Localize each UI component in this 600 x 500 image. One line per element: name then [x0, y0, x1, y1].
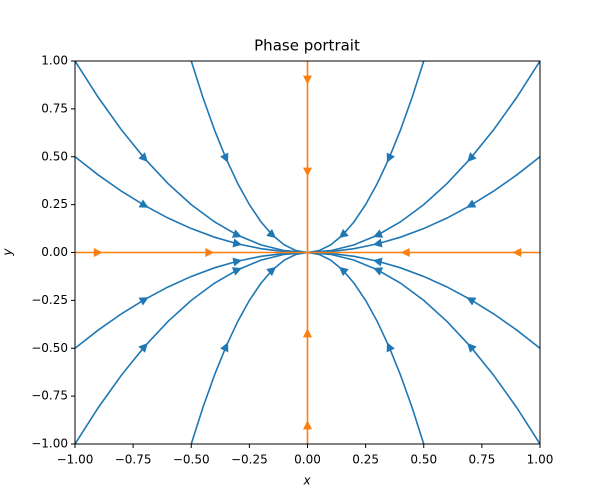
arrow	[467, 152, 477, 162]
arrow	[372, 257, 383, 267]
arrow	[373, 229, 384, 238]
y-tick-label: −1.00	[31, 437, 68, 451]
y-tick-label: 0.00	[41, 245, 68, 259]
arrow	[338, 228, 349, 239]
y-tick-label: −0.50	[31, 341, 68, 355]
arrow	[138, 343, 148, 353]
arrow	[386, 152, 395, 163]
x-tick-label: 0.00	[294, 453, 321, 467]
arrow	[467, 343, 477, 353]
arrow	[138, 199, 149, 208]
arrow	[466, 297, 477, 306]
arrow	[512, 248, 522, 257]
arrow	[93, 248, 103, 257]
y-tick-label: 0.50	[41, 149, 68, 163]
arrow	[373, 267, 384, 276]
y-tick-label: −0.75	[31, 389, 68, 403]
arrow	[138, 297, 149, 306]
x-tick-label: −0.75	[115, 453, 152, 467]
arrow	[372, 238, 383, 248]
y-tick-label: 0.25	[41, 197, 68, 211]
chart-title: Phase portrait	[254, 37, 360, 55]
arrow	[303, 420, 312, 430]
y-tick-label: 0.75	[41, 101, 68, 115]
x-axis-label: x	[302, 474, 311, 488]
arrow	[266, 266, 277, 277]
arrow	[303, 167, 312, 177]
x-tick-label: 1.00	[527, 453, 554, 467]
arrow	[220, 152, 229, 163]
y-tick-label: −0.25	[31, 293, 68, 307]
arrow	[232, 238, 243, 248]
x-tick-label: 0.75	[469, 453, 496, 467]
arrow	[231, 267, 242, 276]
arrow	[303, 328, 312, 338]
x-tick-label: 0.25	[352, 453, 379, 467]
arrow	[266, 228, 277, 239]
arrow	[303, 75, 312, 85]
arrow	[231, 229, 242, 238]
y-tick-label: 1.00	[41, 54, 68, 68]
x-tick-label: −0.50	[173, 453, 210, 467]
arrow	[220, 342, 229, 353]
arrow	[400, 248, 410, 257]
x-tick-label: −0.25	[231, 453, 268, 467]
arrow	[338, 266, 349, 277]
arrow	[138, 152, 148, 162]
x-tick-label: −1.00	[57, 453, 94, 467]
y-axis-label: y	[1, 248, 15, 257]
x-tick-label: 0.50	[410, 453, 437, 467]
arrow	[386, 342, 395, 353]
arrow	[466, 199, 477, 208]
arrow	[205, 248, 215, 257]
arrow	[232, 257, 243, 267]
